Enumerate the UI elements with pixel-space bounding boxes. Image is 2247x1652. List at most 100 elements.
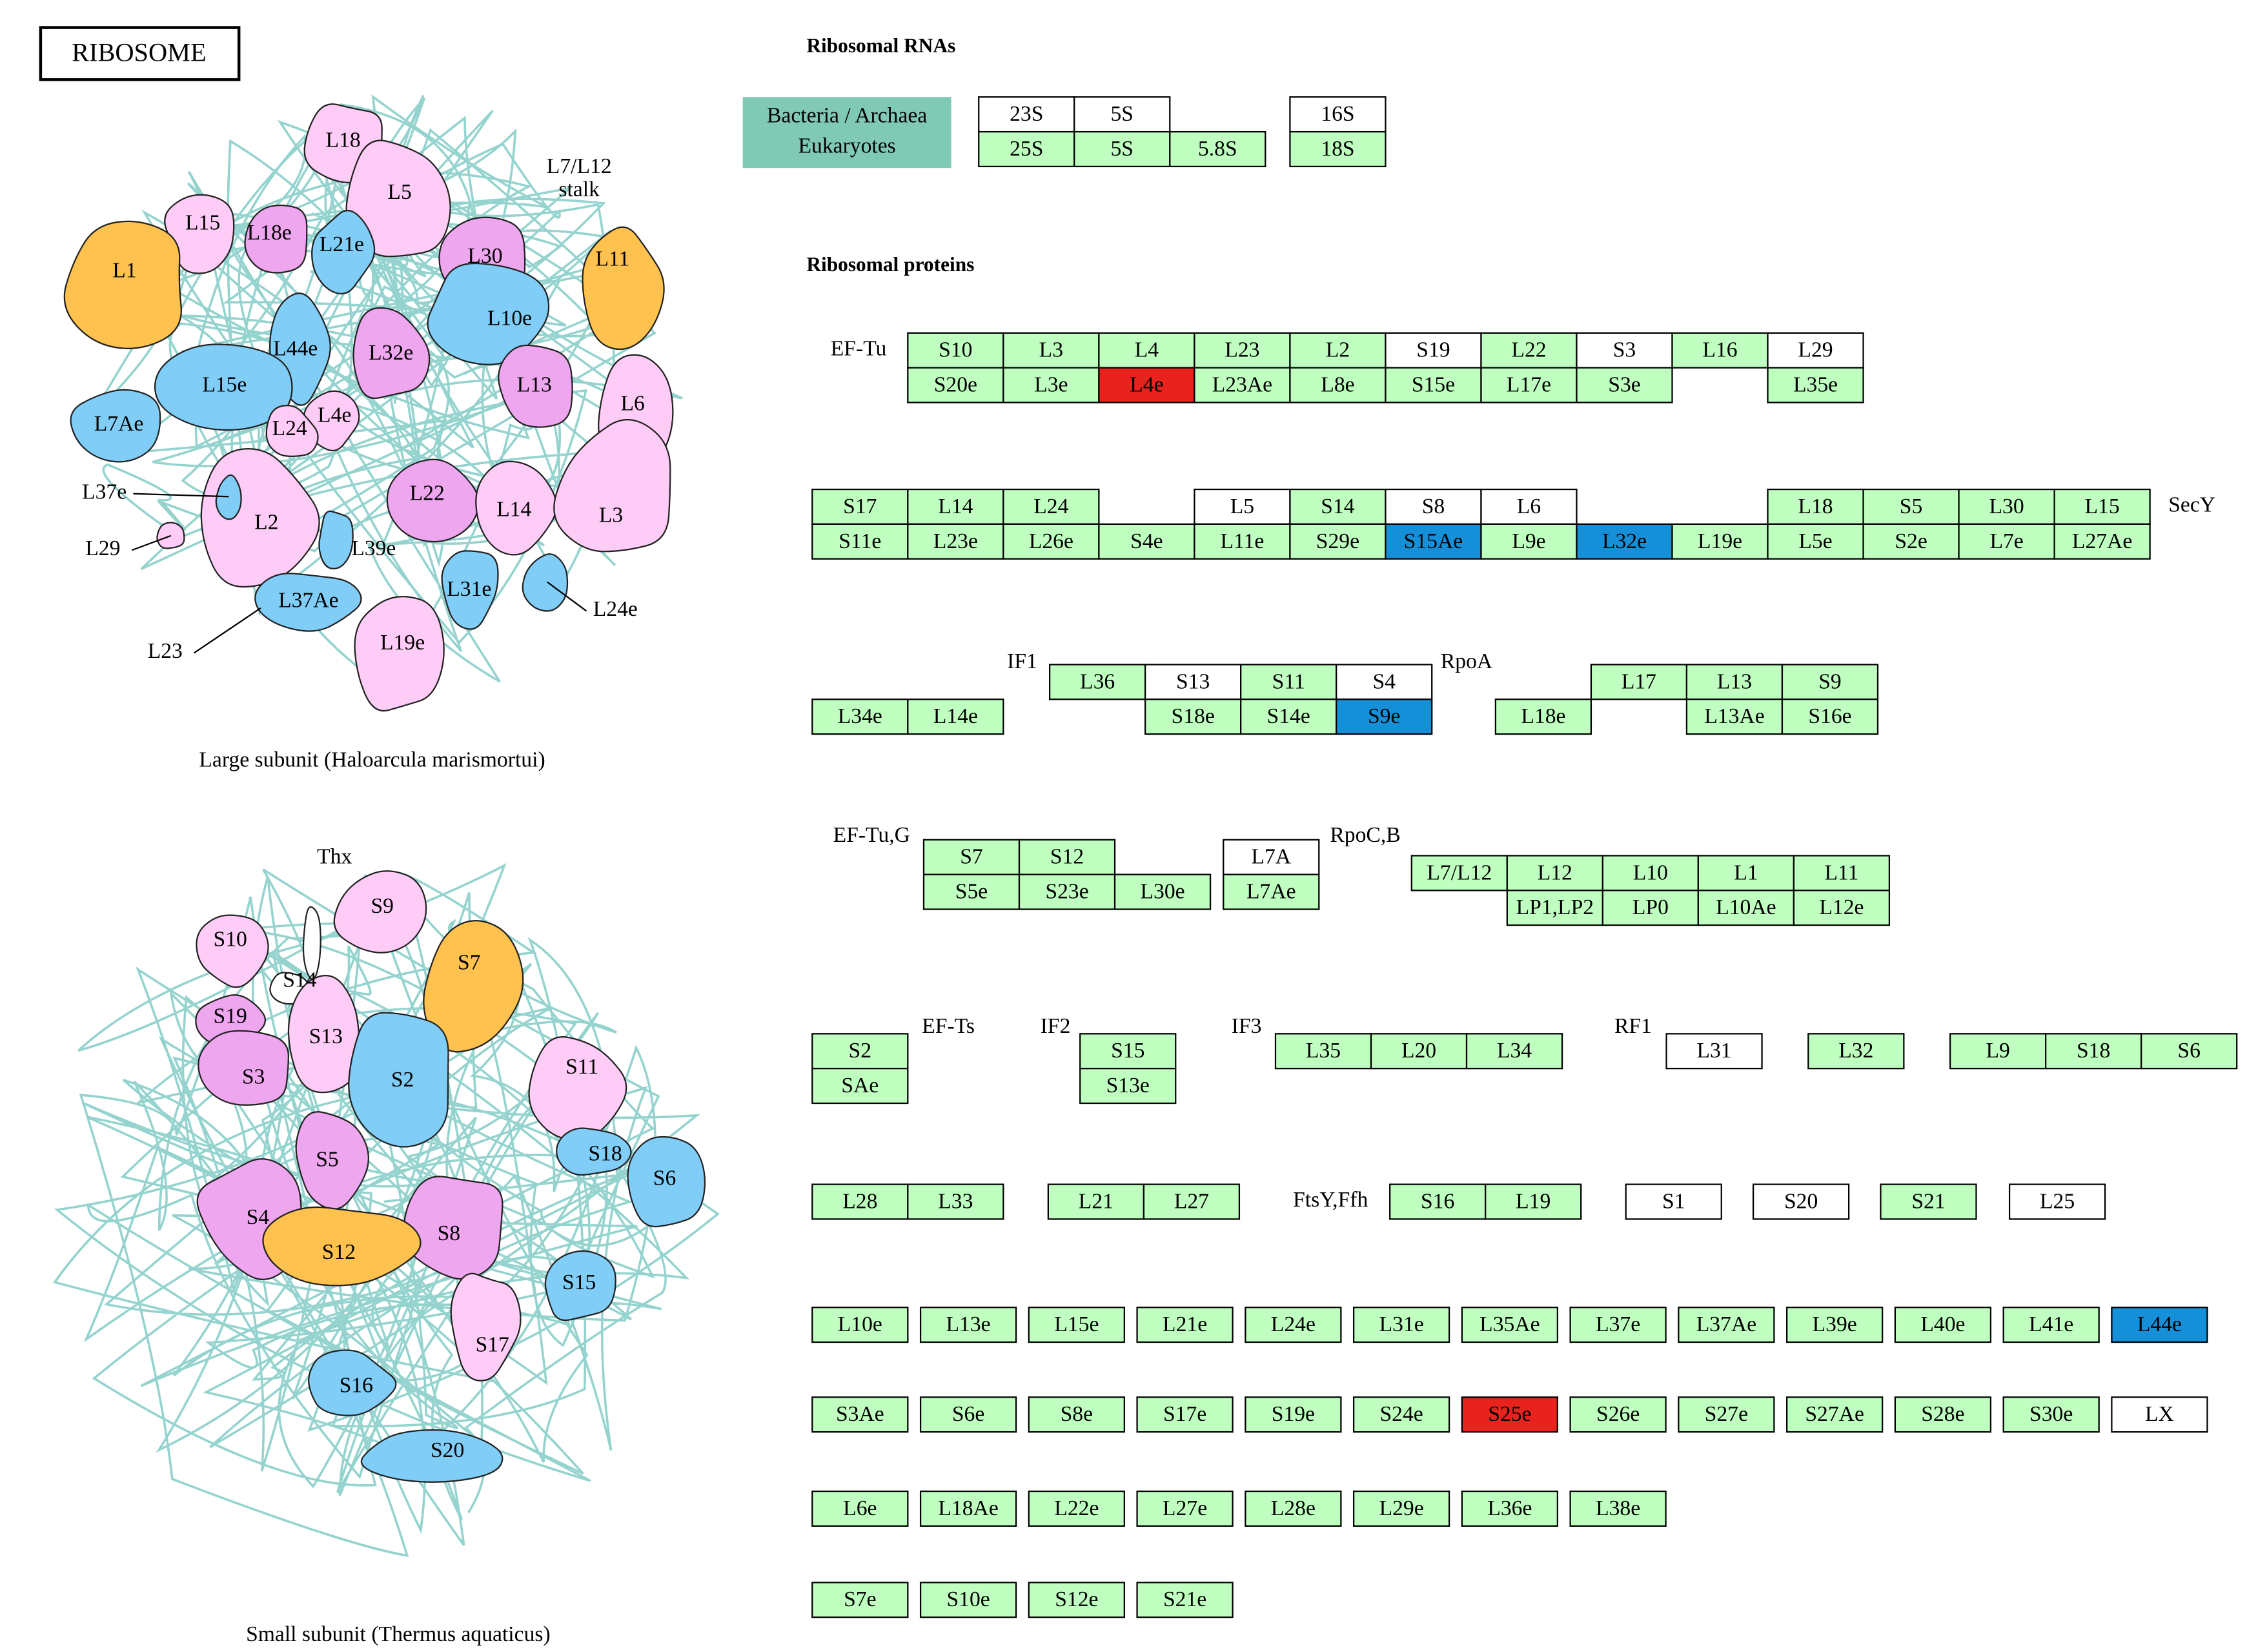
gene-label: S17 (843, 495, 877, 518)
factor-label: IF1 (1007, 649, 1037, 673)
factor-label: EF-Ts (922, 1014, 975, 1038)
gene-box (1002, 523, 1100, 560)
factor-label: EF-Tu (831, 336, 887, 360)
protein-label: L29 (85, 536, 120, 560)
gene-label: L24e (1271, 1312, 1316, 1336)
factor-label: SecY (2168, 493, 2215, 517)
gene-label: L8e (1321, 373, 1354, 397)
factor-label: IF3 (1232, 1014, 1262, 1038)
gene-label: L7Ae (1246, 880, 1296, 904)
gene-box (2140, 1033, 2238, 1070)
gene-label: L34e (838, 704, 882, 728)
gene-label: L28 (842, 1189, 877, 1213)
protein-label: L1 (112, 258, 136, 282)
gene-box (1336, 664, 1433, 700)
protein-shape (302, 906, 321, 980)
gene-label: S6e (952, 1402, 984, 1426)
protein-label: L24 (272, 416, 307, 440)
factor-label: FtsY,Ffh (1293, 1188, 1368, 1212)
protein-label: L13 (517, 373, 552, 397)
gene-box (1480, 367, 1578, 403)
gene-label: S24e (1379, 1402, 1423, 1426)
protein-label: L19e (380, 631, 425, 655)
gene-label: S15 (1111, 1039, 1144, 1063)
gene-box (1410, 855, 1508, 892)
gene-box (1223, 839, 1320, 875)
gene-label: L20 (1401, 1039, 1436, 1063)
gene-label: L9 (1986, 1039, 2009, 1063)
gene-label: L3e (1034, 373, 1068, 397)
gene-label: L30 (1989, 495, 2024, 518)
gene-box (1569, 1396, 1667, 1433)
gene-label: S20e (934, 373, 977, 397)
gene-label: L7/L12 (1427, 861, 1492, 884)
protein-label: L31e (447, 577, 491, 601)
gene-label: S10e (946, 1587, 990, 1611)
gene-label: L41e (2029, 1312, 2073, 1336)
gene-label: L9e (1512, 529, 1545, 553)
legend-box (742, 97, 951, 168)
gene-box (1678, 1396, 1775, 1433)
gene-label: L35Ae (1479, 1312, 1540, 1336)
gene-box (907, 367, 1004, 403)
gene-label: L22 (1511, 338, 1546, 362)
protein-shape (254, 573, 362, 632)
gene-box (907, 1183, 1004, 1220)
pointer-line (131, 535, 172, 551)
gene-label: L39e (1813, 1312, 1857, 1336)
gene-label: L27e (1163, 1496, 1207, 1520)
gene-box (1028, 1582, 1125, 1618)
gene-label: L23e (933, 529, 978, 553)
protein-label: L32e (369, 341, 413, 365)
protein-label: L15 (185, 210, 220, 234)
gene-label: L35e (1793, 373, 1838, 397)
gene-box (1289, 332, 1387, 369)
gene-label: S7 (960, 845, 983, 869)
gene-box (2053, 523, 2151, 560)
protein-shape (308, 1349, 397, 1416)
gene-label: L31e (1379, 1312, 1424, 1336)
factor-label: RpoC,B (1330, 823, 1400, 847)
gene-label: S18 (2077, 1039, 2110, 1063)
protein-shape (475, 460, 557, 556)
gene-label: S21e (1163, 1587, 1206, 1611)
gene-box (919, 1582, 1017, 1618)
gene-box (1143, 1183, 1241, 1220)
protein-shape (244, 204, 308, 274)
gene-box (907, 699, 1004, 735)
gene-box (2111, 1396, 2208, 1433)
gene-box (2002, 1307, 2100, 1343)
gene-label: L14e (933, 704, 978, 728)
gene-box (811, 1033, 909, 1070)
pointer-line (133, 493, 229, 498)
gene-box (1665, 1033, 1763, 1070)
gene-label: 23S (1010, 102, 1043, 126)
gene-box (1807, 1033, 1905, 1070)
gene-box (1245, 1307, 1342, 1343)
gene-box (1590, 664, 1688, 700)
protein-label: L11 (595, 247, 629, 270)
gene-label: S4 (1372, 669, 1396, 693)
gene-label: S2e (1895, 529, 1927, 553)
protein-label: S5 (316, 1147, 339, 1171)
gene-label: L23Ae (1212, 373, 1272, 397)
gene-label: S19 (1416, 338, 1450, 362)
gene-label: L5 (1230, 495, 1254, 518)
gene-box (1461, 1490, 1559, 1527)
gene-box (907, 332, 1004, 369)
protein-label: L21e (320, 232, 364, 256)
gene-label: L44e (2137, 1312, 2182, 1336)
gene-label: L23 (1225, 338, 1259, 362)
gene-box (907, 488, 1004, 525)
protein-label: L3 (599, 503, 623, 527)
gene-box (1506, 890, 1603, 926)
gene-label: 25S (1010, 137, 1043, 161)
gene-box (919, 1396, 1017, 1433)
gene-label: L36e (1487, 1496, 1532, 1520)
protein-label: L2 (254, 511, 278, 535)
protein-shape (544, 1250, 616, 1321)
gene-box (811, 1307, 909, 1343)
gene-box (1894, 1307, 1992, 1343)
gene-label: L17e (1507, 373, 1551, 397)
